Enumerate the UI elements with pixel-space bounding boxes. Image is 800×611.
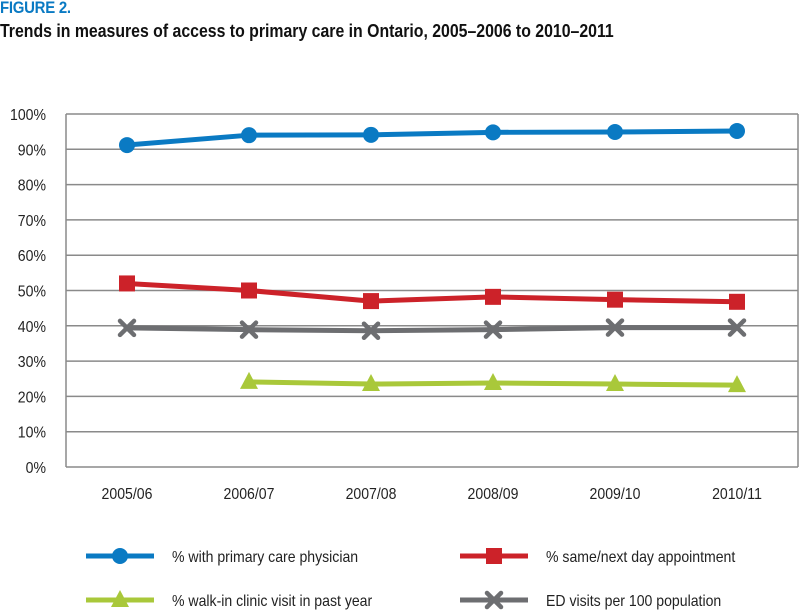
marker-x	[117, 318, 137, 338]
x-tick-label: 2010/11	[712, 485, 762, 503]
marker-circle	[119, 137, 135, 154]
marker-x	[483, 320, 503, 339]
marker-x	[605, 318, 625, 337]
marker-x-stroke	[727, 318, 747, 337]
series-triangle	[240, 371, 746, 393]
series-x	[117, 318, 747, 340]
marker-square	[241, 282, 257, 299]
marker-square	[485, 288, 501, 305]
marker-triangle	[111, 590, 129, 607]
legend-label: % walk-in clinic visit in past year	[172, 592, 372, 610]
marker-square	[363, 293, 379, 310]
marker-x	[484, 590, 504, 610]
marker-circle	[485, 124, 501, 141]
marker-square	[119, 275, 135, 292]
x-tick-label: 2006/07	[224, 485, 275, 503]
marker-triangle	[240, 371, 258, 389]
marker-triangle	[362, 374, 380, 392]
y-tick-label: 80%	[18, 177, 46, 195]
y-tick-label: 20%	[18, 389, 46, 407]
marker-circle	[729, 122, 745, 139]
y-axis-ticks: 0% 10% 20% 30% 40% 50% 60% 70% 80% 90% 100%	[10, 106, 46, 477]
figure-title: Trends in measures of access to primary …	[0, 21, 614, 41]
x-tick-label: 2007/08	[346, 485, 397, 503]
marker-x-stroke	[117, 318, 137, 338]
marker-circle	[363, 126, 379, 143]
marker-triangle	[606, 374, 624, 392]
x-tick-label: 2008/09	[468, 485, 519, 503]
marker-circle	[241, 127, 257, 144]
y-tick-label: 40%	[18, 318, 46, 336]
y-tick-label: 0%	[26, 459, 46, 477]
figure-label: FIGURE 2.	[0, 0, 71, 17]
series-circle	[119, 122, 745, 154]
series-square	[119, 275, 745, 310]
marker-x	[361, 321, 381, 340]
legend-item: ED visits per 100 population	[460, 590, 721, 610]
marker-triangle	[484, 372, 502, 390]
marker-x-stroke	[484, 590, 504, 610]
x-axis-ticks: 2005/06 2006/07 2007/08 2008/09 2009/10 2010/…	[102, 485, 762, 503]
legend-label: ED visits per 100 population	[546, 592, 721, 610]
x-tick-label: 2009/10	[590, 485, 641, 503]
x-tick-label: 2005/06	[102, 485, 153, 503]
marker-x-stroke	[239, 320, 259, 339]
series-line	[126, 280, 738, 305]
legend: % with primary care physician % same/next…	[86, 548, 736, 610]
y-tick-label: 70%	[18, 212, 46, 230]
y-tick-label: 100%	[10, 106, 46, 124]
marker-square	[607, 291, 623, 308]
y-tick-label: 90%	[18, 141, 46, 159]
marker-x-stroke	[605, 318, 625, 337]
legend-item: % with primary care physician	[86, 548, 358, 566]
legend-item: % walk-in clinic visit in past year	[86, 590, 372, 610]
marker-triangle	[728, 375, 746, 393]
marker-x	[727, 318, 747, 337]
series-line	[126, 325, 737, 334]
series-line	[126, 128, 738, 148]
y-tick-label: 60%	[18, 247, 46, 265]
marker-square	[486, 548, 502, 564]
marker-x	[239, 320, 259, 339]
legend-label: % same/next day appointment	[546, 548, 736, 566]
y-tick-label: 30%	[18, 353, 46, 371]
y-tick-label: 50%	[18, 283, 46, 301]
gridlines	[65, 113, 799, 468]
series-group	[117, 122, 747, 393]
legend-item: % same/next day appointment	[460, 548, 736, 566]
marker-x-stroke	[483, 320, 503, 339]
marker-square	[729, 293, 745, 310]
y-tick-label: 10%	[18, 424, 46, 442]
marker-circle	[607, 124, 623, 141]
legend-label: % with primary care physician	[172, 548, 358, 566]
marker-circle	[112, 548, 128, 564]
marker-x-stroke	[361, 321, 381, 340]
